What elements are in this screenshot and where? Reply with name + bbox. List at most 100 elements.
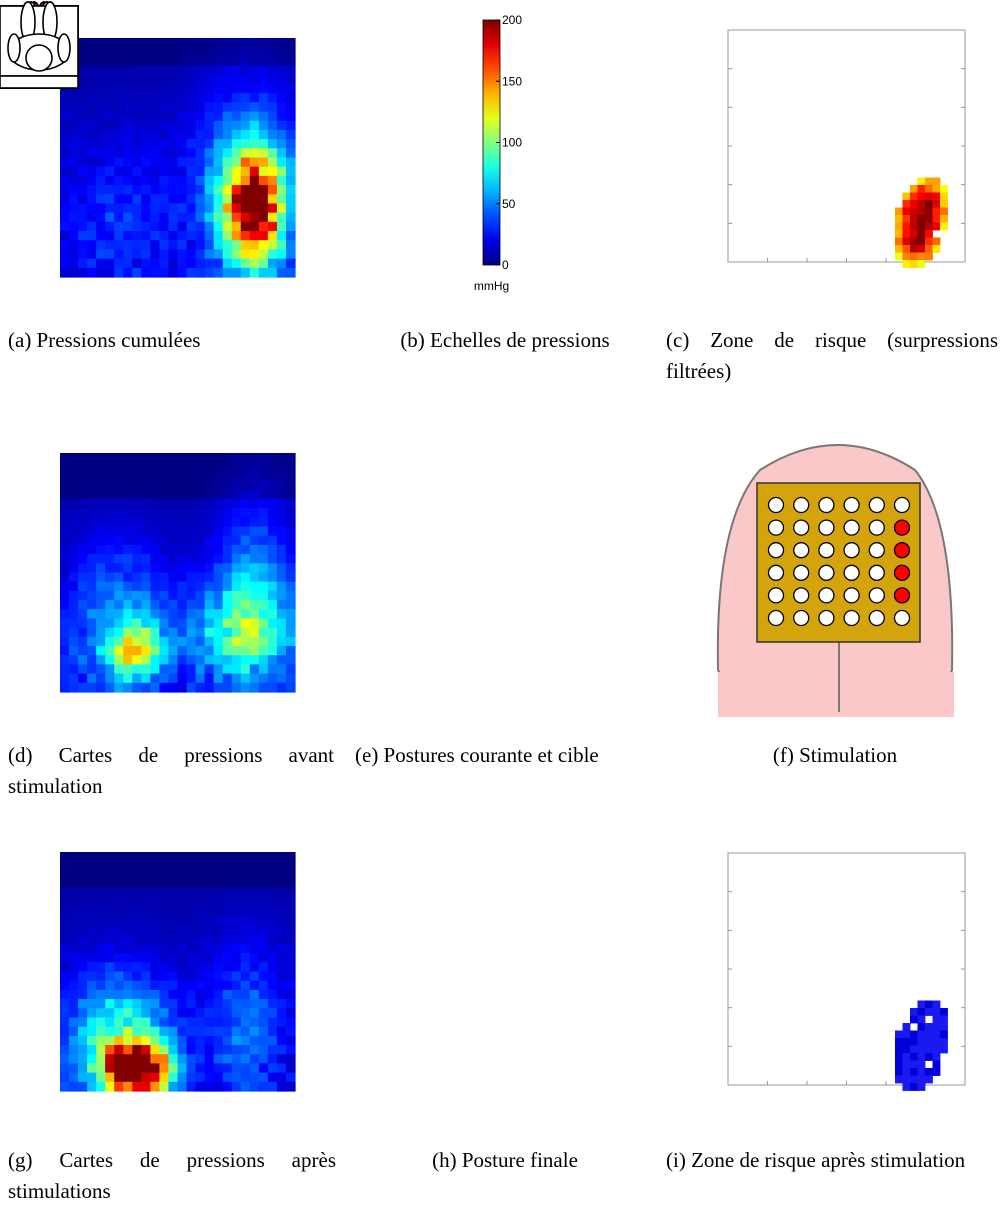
pressure-cell (177, 852, 188, 862)
pressure-cell (195, 673, 206, 684)
pressure-cell (240, 74, 251, 85)
pressure-cell (132, 554, 142, 564)
pressure-cell (204, 636, 215, 647)
pressure-cell (204, 852, 215, 862)
pressure-cell (78, 907, 88, 917)
pressure-cell (123, 212, 133, 223)
pressure-cell (150, 888, 161, 899)
pressure-cell (123, 563, 133, 574)
pressure-cell (231, 462, 242, 472)
stim-pin (843, 564, 860, 581)
pressure-cell (285, 102, 296, 113)
risk-cell (910, 1053, 918, 1061)
pressure-cell (285, 111, 296, 122)
pressure-cell (96, 120, 106, 131)
pressure-cell (204, 879, 215, 890)
pressure-cell (258, 148, 269, 159)
pressure-cell (168, 627, 179, 638)
pressure-cell (141, 861, 151, 871)
pressure-cell (168, 453, 179, 463)
pressure-cell (249, 203, 260, 214)
stim-pin (893, 564, 911, 581)
pressure-cell (78, 609, 88, 620)
pressure-cell (285, 655, 296, 666)
pressure-cell (231, 999, 242, 1009)
pressure-cell (177, 1054, 188, 1065)
pressure-cell (78, 249, 88, 260)
pressure-cell (69, 1054, 79, 1065)
pressure-cell (186, 38, 197, 48)
pressure-cell (141, 646, 151, 656)
pressure-cell (204, 664, 215, 675)
pressure-cell (105, 563, 115, 574)
pressure-cell (87, 962, 97, 973)
pressure-cell (114, 102, 124, 113)
pressure-cell (213, 83, 224, 94)
pressure-cell (285, 83, 296, 94)
stim-pin (843, 542, 860, 559)
pressure-cell (159, 618, 170, 629)
pressure-cell (285, 563, 296, 574)
pressure-cell (276, 508, 287, 518)
pressure-cell (159, 1081, 170, 1092)
pressure-cell (222, 1035, 233, 1046)
pressure-cell (240, 120, 251, 131)
risk-cell (925, 252, 933, 261)
colorbar-tick-label: 200 (502, 13, 522, 27)
pressure-cell (258, 480, 269, 491)
pressure-cell (150, 870, 161, 881)
pressure-cell (222, 1072, 233, 1083)
pressure-cell (267, 267, 278, 278)
risk-cell (925, 1030, 933, 1039)
pressure-cell (186, 453, 197, 463)
pressure-cell (141, 83, 151, 94)
pressure-cell (150, 1026, 161, 1037)
pressure-cell (78, 1008, 88, 1019)
pressure-cell (249, 563, 260, 574)
pressure-cell (105, 139, 115, 149)
pressure-cell (87, 166, 97, 177)
pressure-cell (249, 925, 260, 936)
pressure-cell (168, 618, 179, 629)
pressure-cell (132, 47, 142, 57)
pressure-cell (78, 453, 88, 463)
pressure-cell (186, 581, 197, 592)
pressure-cell (105, 240, 115, 251)
pressure-cell (177, 581, 188, 592)
pressure-cell (87, 1017, 97, 1028)
pressure-cell (276, 93, 287, 103)
pressure-cell (195, 249, 206, 260)
pressure-cell (276, 194, 287, 205)
pressure-cell (132, 1026, 142, 1037)
pressure-cell (132, 590, 142, 601)
pressure-cell (123, 989, 133, 1000)
pressure-cell (231, 129, 242, 140)
pressure-cell (240, 194, 251, 205)
pressure-cell (96, 74, 106, 85)
pressure-cell (186, 999, 197, 1009)
pressure-cell (213, 655, 224, 666)
pressure-cell (150, 65, 161, 76)
pressure-cell (87, 916, 97, 927)
risk-cell (902, 237, 911, 246)
pressure-cell (78, 1026, 88, 1037)
pressure-cell (240, 212, 251, 223)
pressure-cell (195, 453, 206, 463)
pressure-cell (78, 56, 88, 67)
pressure-cell (213, 989, 224, 1000)
pressure-cell (114, 664, 124, 675)
pressure-cell (69, 1008, 79, 1019)
pressure-cell (150, 47, 161, 57)
pressure-cell (258, 999, 269, 1009)
pressure-cell (285, 861, 296, 871)
pressure-cell (240, 943, 251, 954)
pressure-cell (213, 1035, 224, 1046)
pressure-cell (249, 907, 260, 917)
pressure-cell (96, 508, 106, 518)
pressure-cell (168, 194, 179, 205)
risk-cell (917, 1030, 926, 1039)
pressure-cell (141, 581, 151, 592)
pressure-cell (141, 148, 151, 159)
pressure-cell (123, 166, 133, 177)
pressure-cell (186, 609, 197, 620)
